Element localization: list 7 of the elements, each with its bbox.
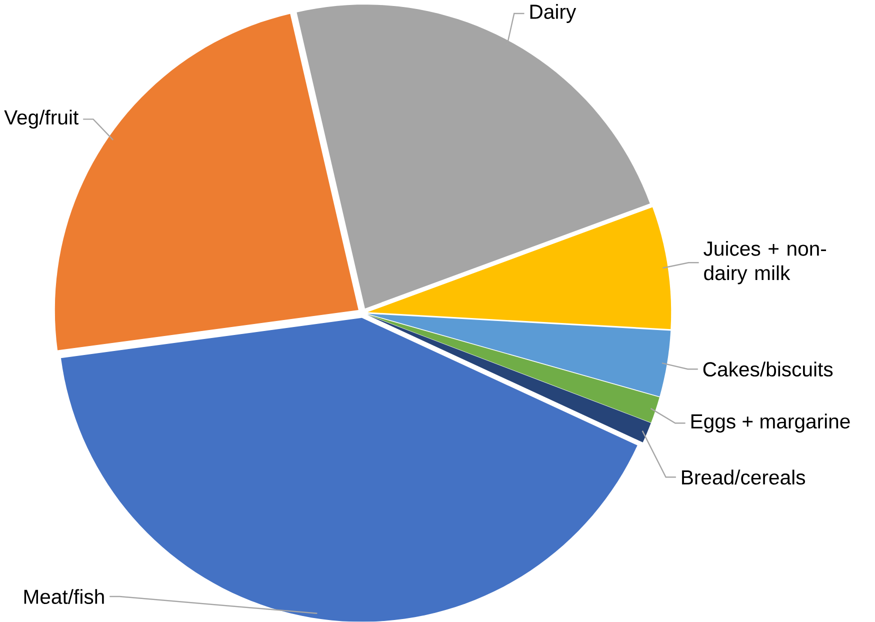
slice-label: Meat/fish <box>24 589 104 604</box>
slice-label: Dairy <box>530 4 576 24</box>
slice-label: Bread/cereals <box>682 470 806 485</box>
slice-label: Veg/fruit <box>4 110 78 129</box>
slice-label: Juices + non-dairy milk <box>704 241 826 284</box>
slice-label: Eggs + margarine <box>691 414 850 433</box>
slice-label: Cakes/biscuits <box>703 362 833 377</box>
